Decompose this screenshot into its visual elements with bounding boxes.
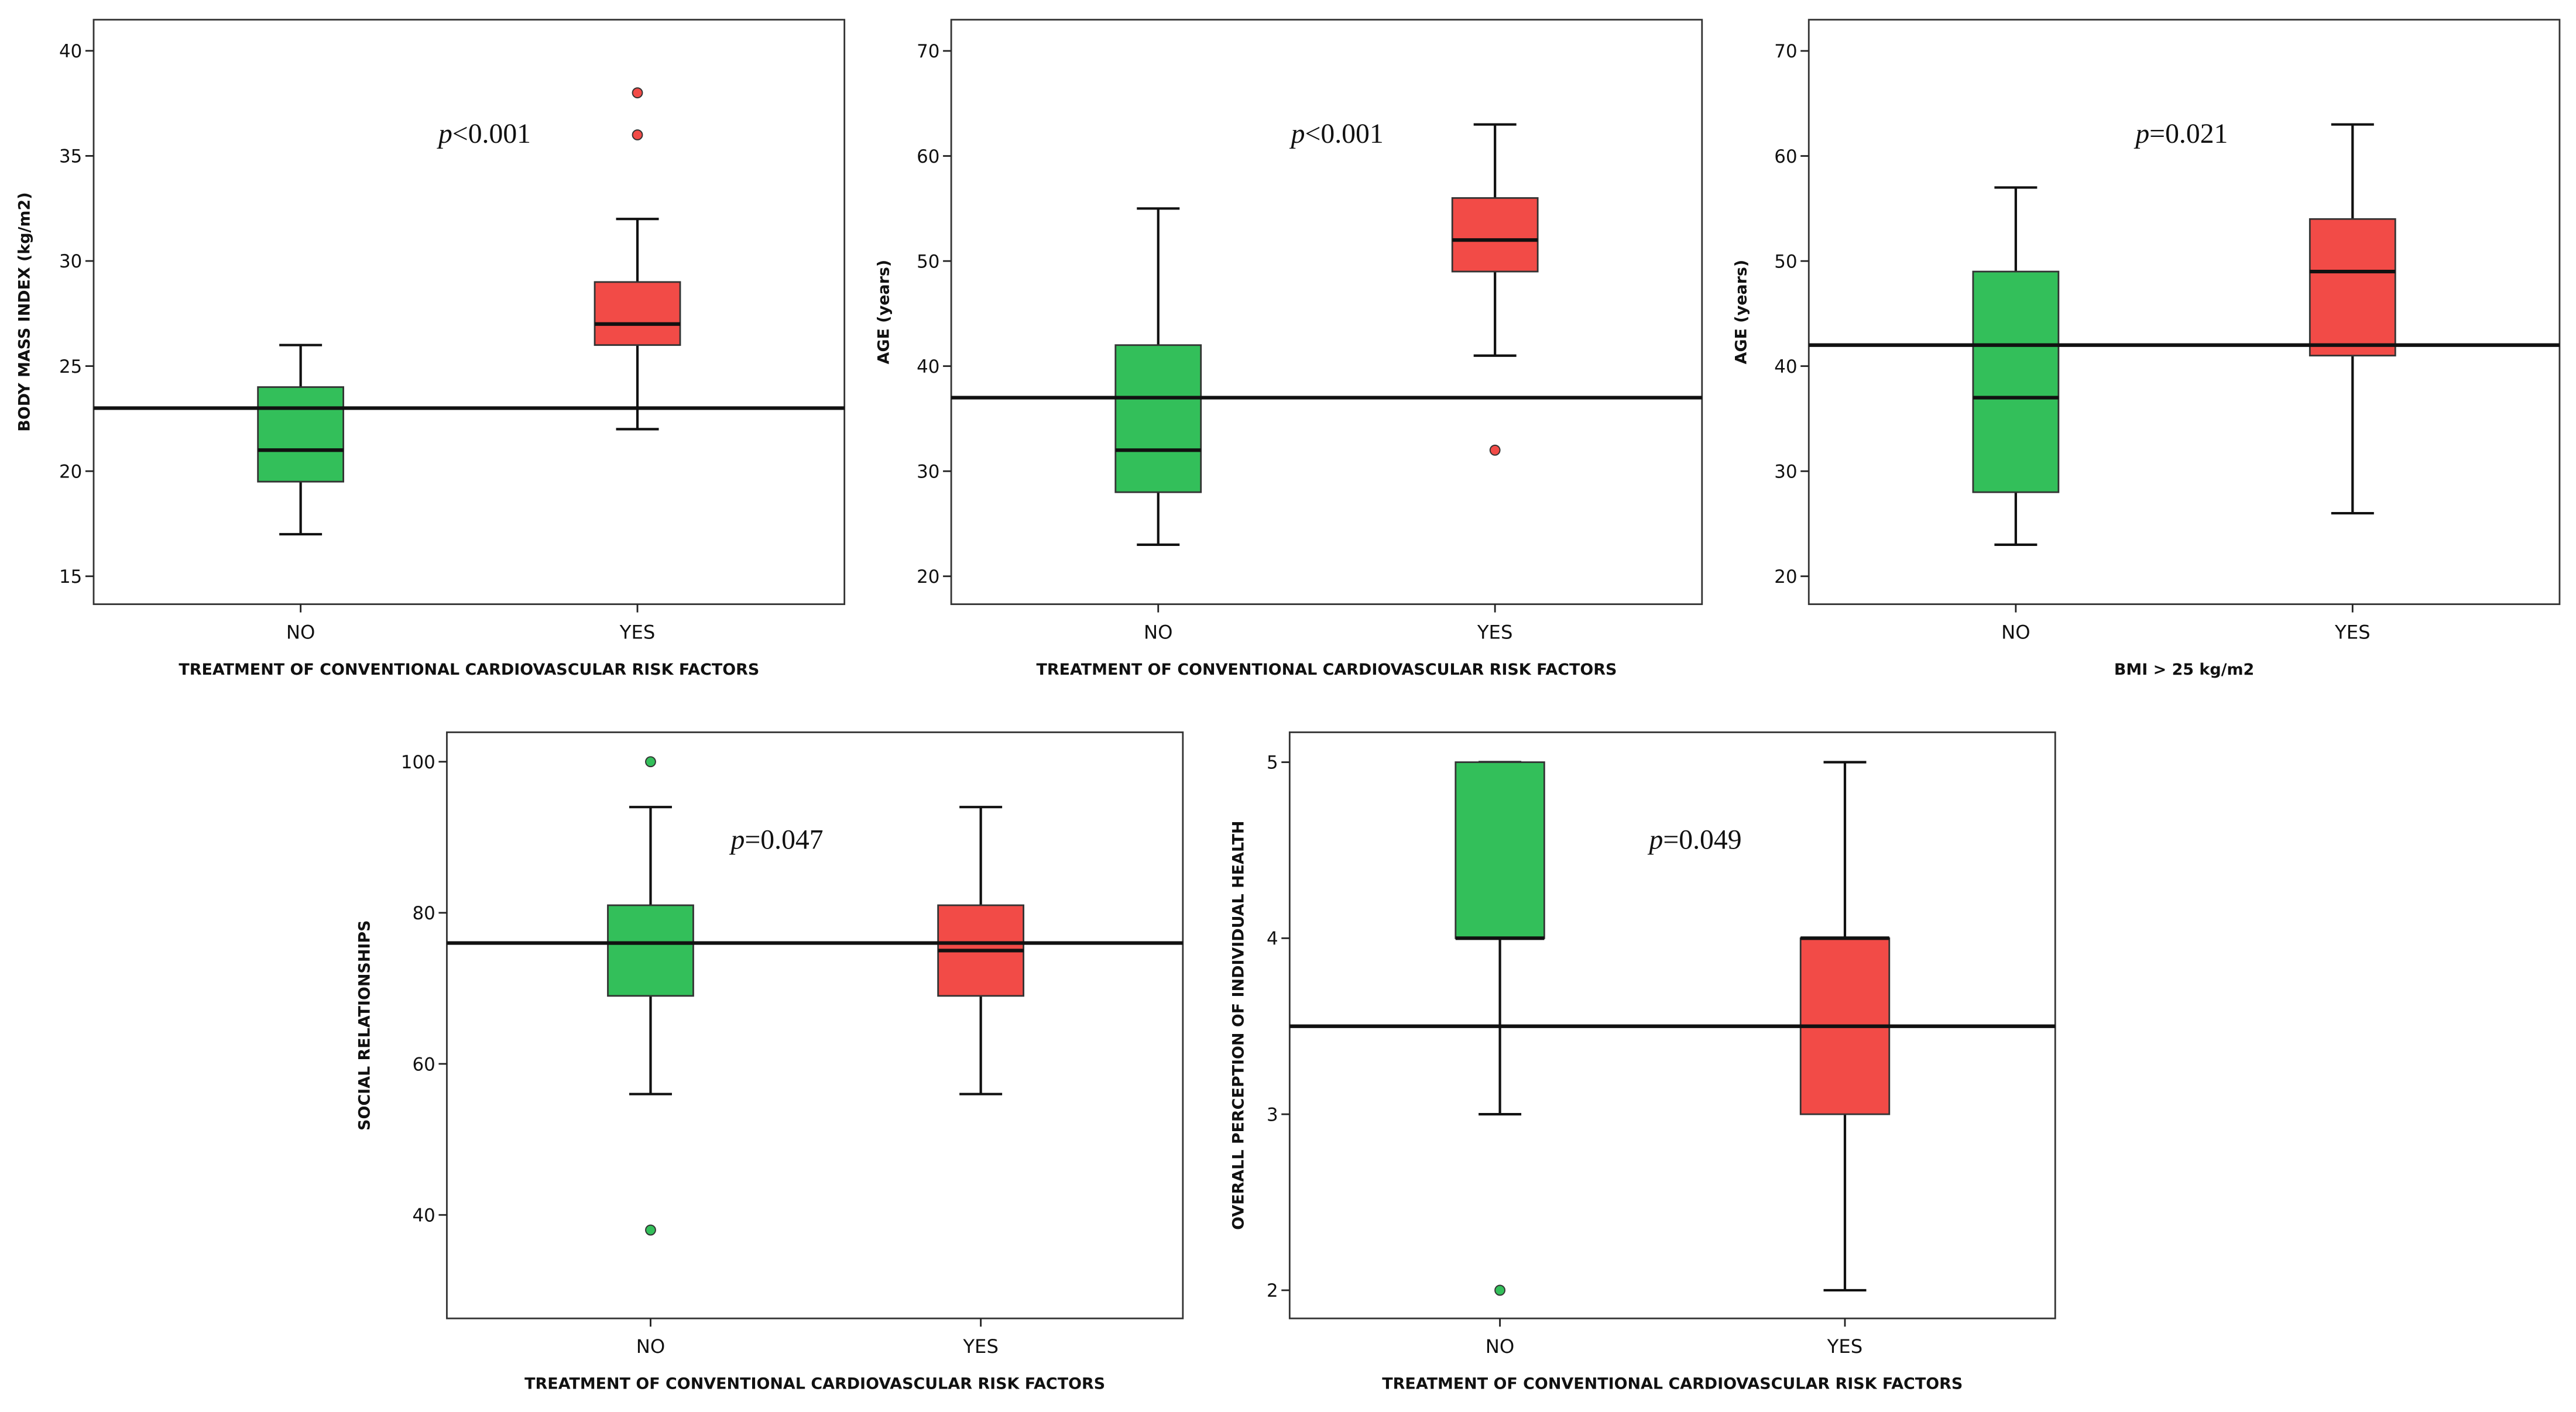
- p-value: <0.001: [452, 118, 531, 149]
- p-value-annotation: p=0.049: [1648, 824, 1742, 856]
- boxplot-panel-1: 15 20 25 30 35 40 NO YES TREATMENT OF CONVENTION…: [16, 19, 846, 679]
- y-axis-label: BODY MASS INDEX (kg/m2): [16, 192, 34, 431]
- x-axis-label: BMI > 25 kg/m2: [2114, 661, 2254, 679]
- y-tick-label: 20: [1774, 566, 1797, 588]
- y-tick-label: 70: [1774, 41, 1797, 62]
- y-tick-label: 50: [1774, 251, 1797, 272]
- y-tick-label: 60: [413, 1054, 435, 1075]
- box-yes: [594, 87, 681, 431]
- y-tick-label: 40: [413, 1205, 435, 1226]
- y-tick-label: 20: [59, 461, 82, 482]
- box-no: [1114, 207, 1202, 547]
- p-symbol: p: [2133, 118, 2149, 149]
- boxplot-panel-2: 20 30 40 50 60 70 NO YES TREATMENT OF CONVENTION…: [874, 19, 1703, 679]
- x-tick-label: NO: [1144, 621, 1173, 643]
- iqr-box: [1455, 761, 1545, 939]
- outlier-point: [1494, 1284, 1505, 1296]
- box-no: [257, 343, 345, 536]
- x-axis-label: TREATMENT OF CONVENTIONAL CARDIOVASCULAR…: [1036, 661, 1617, 679]
- p-value-annotation: p<0.001: [437, 118, 531, 149]
- y-tick-label: 35: [59, 146, 82, 167]
- y-tick-label: 2: [1267, 1280, 1278, 1301]
- box-yes: [1451, 123, 1539, 456]
- x-axis-label: TREATMENT OF CONVENTIONAL CARDIOVASCULAR…: [1382, 1375, 1963, 1393]
- p-symbol: p: [437, 118, 452, 149]
- p-symbol: p: [1289, 118, 1305, 149]
- x-tick-label: YES: [962, 1335, 999, 1358]
- y-axis-label: OVERALL PERCEPTION OF INDIVIDUAL HEALTH: [1230, 821, 1248, 1230]
- iqr-box: [1972, 270, 2060, 493]
- y-axis-label: SOCIAL RELATIONSHIPS: [356, 920, 374, 1131]
- x-tick-label: YES: [2334, 621, 2371, 643]
- y-tick-label: 70: [917, 41, 939, 62]
- y-tick-label: 60: [917, 146, 939, 167]
- outlier-point: [632, 129, 643, 140]
- y-tick-label: 30: [59, 251, 82, 272]
- x-tick-label: YES: [1827, 1335, 1863, 1358]
- boxplot-panel-4: 40 60 80 100 NO YES TREATMENT OF CONVENTIONAL …: [356, 731, 1184, 1393]
- y-tick-label: 30: [1774, 461, 1797, 482]
- y-tick-label: 80: [413, 903, 435, 924]
- box-yes: [2309, 123, 2396, 515]
- p-symbol: p: [729, 824, 745, 856]
- x-tick-label: NO: [2001, 621, 2030, 643]
- y-tick-label: 20: [917, 566, 939, 588]
- p-value: =0.021: [2149, 118, 2228, 149]
- iqr-box: [2309, 218, 2396, 357]
- iqr-box: [594, 281, 681, 346]
- y-tick-label: 60: [1774, 146, 1797, 167]
- boxplot-panel-3: 20 30 40 50 60 70 NO YES BMI > 25 kg/m2 AGE (year…: [1733, 19, 2561, 679]
- p-symbol: p: [1648, 824, 1663, 856]
- p-value: <0.001: [1305, 118, 1384, 149]
- y-tick-label: 4: [1267, 929, 1278, 950]
- x-axis-label: TREATMENT OF CONVENTIONAL CARDIOVASCULAR…: [524, 1375, 1105, 1393]
- outlier-point: [1489, 444, 1501, 456]
- outlier-point: [632, 87, 643, 99]
- p-value-annotation: p<0.001: [1289, 118, 1384, 149]
- y-axis-label: AGE (years): [874, 260, 893, 365]
- y-tick-label: 40: [59, 41, 82, 62]
- y-tick-label: 25: [59, 356, 82, 377]
- plot-frame: [446, 731, 1184, 1320]
- y-axis-label: AGE (years): [1733, 260, 1751, 365]
- p-value-annotation: p=0.047: [729, 824, 824, 856]
- boxplot-panel-5: 2 3 4 5 NO YES TREATMENT OF CONVENTIONAL CARDI…: [1230, 731, 2056, 1393]
- box-no: [1455, 761, 1545, 1296]
- y-tick-label: 100: [401, 752, 435, 773]
- outlier-point: [645, 756, 656, 768]
- y-tick-label: 40: [917, 356, 939, 377]
- x-tick-label: NO: [636, 1335, 666, 1358]
- y-tick-label: 3: [1267, 1104, 1278, 1125]
- y-tick-label: 30: [917, 461, 939, 482]
- box-no: [607, 756, 694, 1236]
- p-value: =0.047: [745, 824, 823, 856]
- y-tick-label: 5: [1267, 753, 1278, 774]
- outlier-point: [645, 1224, 656, 1236]
- iqr-box: [257, 386, 345, 483]
- iqr-box: [607, 904, 694, 997]
- x-tick-label: YES: [1477, 621, 1513, 643]
- y-tick-label: 40: [1774, 356, 1797, 377]
- iqr-box: [1451, 197, 1539, 273]
- box-yes: [937, 806, 1025, 1095]
- y-tick-label: 15: [59, 566, 82, 588]
- box-no: [1972, 186, 2060, 547]
- x-tick-label: NO: [1486, 1335, 1515, 1358]
- p-value: =0.049: [1663, 824, 1741, 856]
- plot-frame: [92, 19, 846, 605]
- y-tick-label: 50: [917, 251, 939, 272]
- x-tick-label: YES: [619, 621, 656, 643]
- x-tick-label: NO: [286, 621, 315, 643]
- p-value-annotation: p=0.021: [2133, 118, 2228, 149]
- iqr-box: [1114, 344, 1202, 493]
- plot-frame: [1807, 19, 2561, 605]
- plot-frame: [950, 19, 1703, 605]
- x-axis-label: TREATMENT OF CONVENTIONAL CARDIOVASCULAR…: [179, 661, 759, 679]
